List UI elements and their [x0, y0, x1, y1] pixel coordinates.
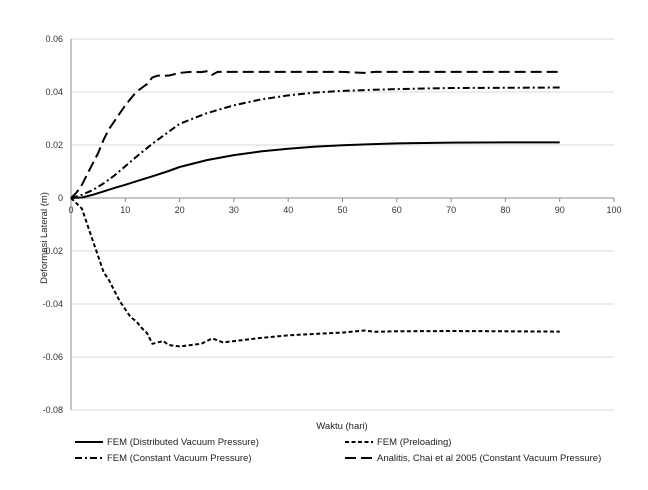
- legend-label: FEM (Constant Vacuum Pressure): [107, 453, 251, 464]
- x-tick-label: 0: [68, 205, 73, 215]
- legend: FEM (Distributed Vacuum Pressure) FEM (Pr…: [75, 437, 601, 464]
- series-line-1: [70, 141, 560, 199]
- x-tick-label: 60: [392, 205, 402, 215]
- x-tick-label: 80: [500, 205, 510, 215]
- x-tick-label: 40: [283, 205, 293, 215]
- gridlines: [71, 38, 614, 411]
- legend-label: FEM (Distributed Vacuum Pressure): [107, 437, 259, 448]
- legend-label: FEM (Preloading): [377, 437, 451, 448]
- series-line-4: [70, 70, 560, 199]
- x-tick-label: 50: [337, 205, 347, 215]
- x-tick-label: 30: [229, 205, 239, 215]
- y-tick-label: -0.04: [42, 299, 63, 309]
- y-tick-label: 0.04: [45, 87, 63, 97]
- series-lines: [70, 70, 560, 348]
- x-axis-label: Waktu (hari): [316, 421, 367, 432]
- x-tick-label: 20: [175, 205, 185, 215]
- x-tick-label: 70: [446, 205, 456, 215]
- y-tick-label: -0.08: [42, 405, 63, 415]
- y-tick-label: -0.02: [42, 246, 63, 256]
- y-axis-label: Deformasi Lateral (m): [39, 192, 50, 284]
- series-line-3: [70, 86, 560, 199]
- series-line-2: [70, 197, 560, 348]
- x-tick-labels: 0 10 20 30 40 50 60 70 80 90 100: [68, 205, 621, 215]
- y-tick-label: 0.02: [45, 140, 63, 150]
- y-tick-label: 0: [58, 193, 63, 203]
- x-tick-label: 10: [120, 205, 130, 215]
- x-tick-label: 100: [606, 205, 621, 215]
- x-tick-label: 90: [555, 205, 565, 215]
- y-tick-label: 0.06: [45, 34, 63, 44]
- y-tick-labels: -0.08 -0.06 -0.04 -0.02 0 0.02 0.04 0.06: [42, 34, 63, 415]
- legend-label: Analitis, Chai et al 2005 (Constant Vacu…: [377, 453, 601, 464]
- axes: [70, 39, 615, 410]
- y-tick-label: -0.06: [42, 352, 63, 362]
